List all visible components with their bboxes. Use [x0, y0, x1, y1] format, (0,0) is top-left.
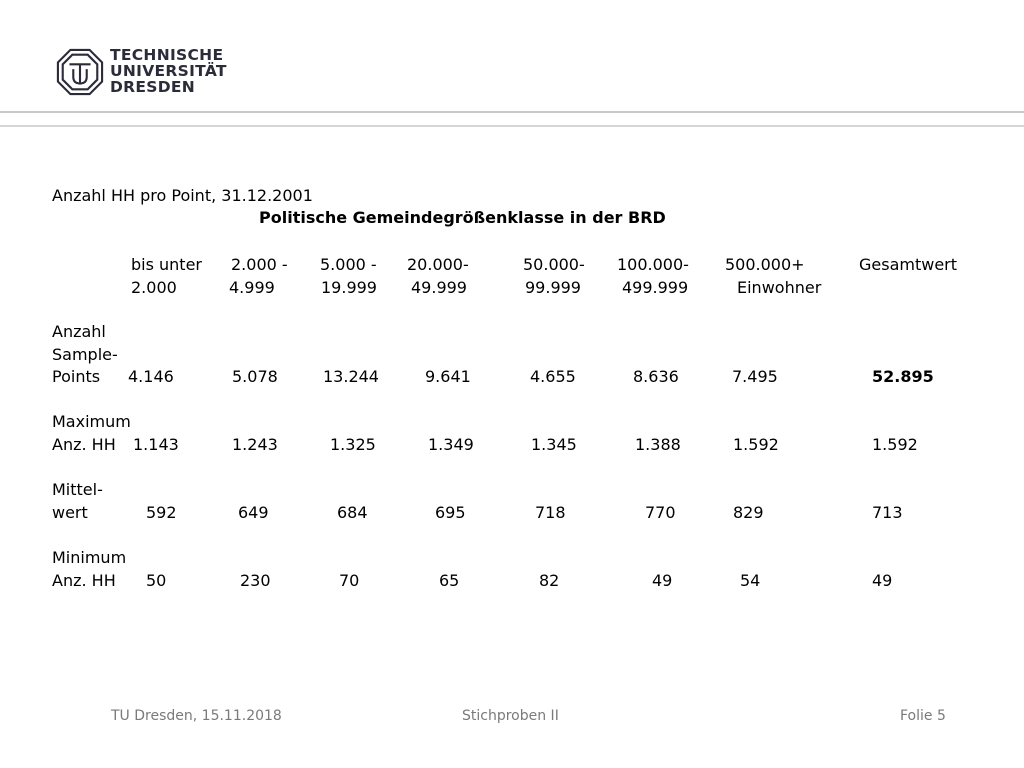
- column-header-top: Gesamtwert: [859, 255, 958, 274]
- column-header-top: bis unter: [131, 255, 202, 274]
- tu-dresden-logo-icon: [56, 48, 104, 96]
- table-cell: 1.388: [635, 435, 681, 454]
- column-header-bottom: 19.999: [321, 278, 377, 297]
- table-cell: 4.146: [128, 367, 174, 386]
- table-cell: 1.143: [133, 435, 179, 454]
- table-cell: 65: [439, 571, 460, 590]
- column-header-top: 2.000 -: [231, 255, 288, 274]
- table-cell: 1.349: [428, 435, 474, 454]
- table-cell: 230: [240, 571, 271, 590]
- column-header-top: 500.000+: [725, 255, 805, 274]
- column-header-top: 100.000-: [617, 255, 689, 274]
- row-label: Mittel-: [52, 480, 103, 499]
- table-cell-total: 49: [872, 571, 893, 590]
- table-cell: 5.078: [232, 367, 278, 386]
- table-cell: 829: [733, 503, 764, 522]
- table-cell: 1.325: [330, 435, 376, 454]
- table-cell: 770: [645, 503, 676, 522]
- column-header-top: 50.000-: [523, 255, 585, 274]
- table-cell: 649: [238, 503, 269, 522]
- column-header-top: 20.000-: [407, 255, 469, 274]
- footer-slide-number: Folie 5: [900, 708, 946, 724]
- table-cell: 718: [535, 503, 566, 522]
- row-label: wert: [52, 503, 88, 522]
- table-cell: 1.243: [232, 435, 278, 454]
- column-header-bottom: 49.999: [411, 278, 467, 297]
- logo-line-2: UNIVERSITÄT: [110, 62, 227, 80]
- header-divider-bottom: [0, 125, 1024, 127]
- logo-line-3: DRESDEN: [110, 78, 196, 96]
- column-header-bottom: 99.999: [525, 278, 581, 297]
- table-cell-total: 713: [872, 503, 903, 522]
- table-cell: 684: [337, 503, 368, 522]
- logo-wordmark: TECHNISCHE UNIVERSITÄT DRESDEN: [110, 46, 227, 96]
- column-header-bottom: 4.999: [229, 278, 275, 297]
- table-cell: 70: [339, 571, 360, 590]
- row-label: Anz. HH: [52, 435, 116, 454]
- row-label: Points: [52, 367, 101, 386]
- table-caption: Anzahl HH pro Point, 31.12.2001: [52, 186, 313, 205]
- table-cell: 1.592: [733, 435, 779, 454]
- row-label: Maximum: [52, 412, 131, 431]
- row-label: Sample-: [52, 345, 118, 364]
- table-cell: 49: [652, 571, 673, 590]
- footer-institution-date: TU Dresden, 15.11.2018: [111, 708, 282, 724]
- table-cell: 7.495: [732, 367, 778, 386]
- table-cell: 9.641: [425, 367, 471, 386]
- column-header-bottom: 499.999: [622, 278, 689, 297]
- logo-line-1: TECHNISCHE: [110, 46, 224, 64]
- table-cell-total: 1.592: [872, 435, 918, 454]
- table-cell: 54: [740, 571, 761, 590]
- column-header-bottom: 2.000: [131, 278, 177, 297]
- header-divider-top: [0, 111, 1024, 113]
- table-heading: Politische Gemeindegrößenklasse in der B…: [259, 208, 666, 227]
- table-cell: 4.655: [530, 367, 576, 386]
- table-cell: 82: [539, 571, 560, 590]
- table-cell: 695: [435, 503, 466, 522]
- table-cell: 592: [146, 503, 177, 522]
- table-cell: 8.636: [633, 367, 679, 386]
- row-label: Anz. HH: [52, 571, 116, 590]
- table-cell-total: 52.895: [872, 367, 934, 386]
- row-label: Anzahl: [52, 322, 106, 341]
- table-cell: 1.345: [531, 435, 577, 454]
- table-cell: 13.244: [323, 367, 379, 386]
- column-header-top: 5.000 -: [320, 255, 377, 274]
- column-header-bottom: Einwohner: [737, 278, 822, 297]
- footer-title: Stichproben II: [462, 708, 559, 724]
- table-cell: 50: [146, 571, 167, 590]
- row-label: Minimum: [52, 548, 127, 567]
